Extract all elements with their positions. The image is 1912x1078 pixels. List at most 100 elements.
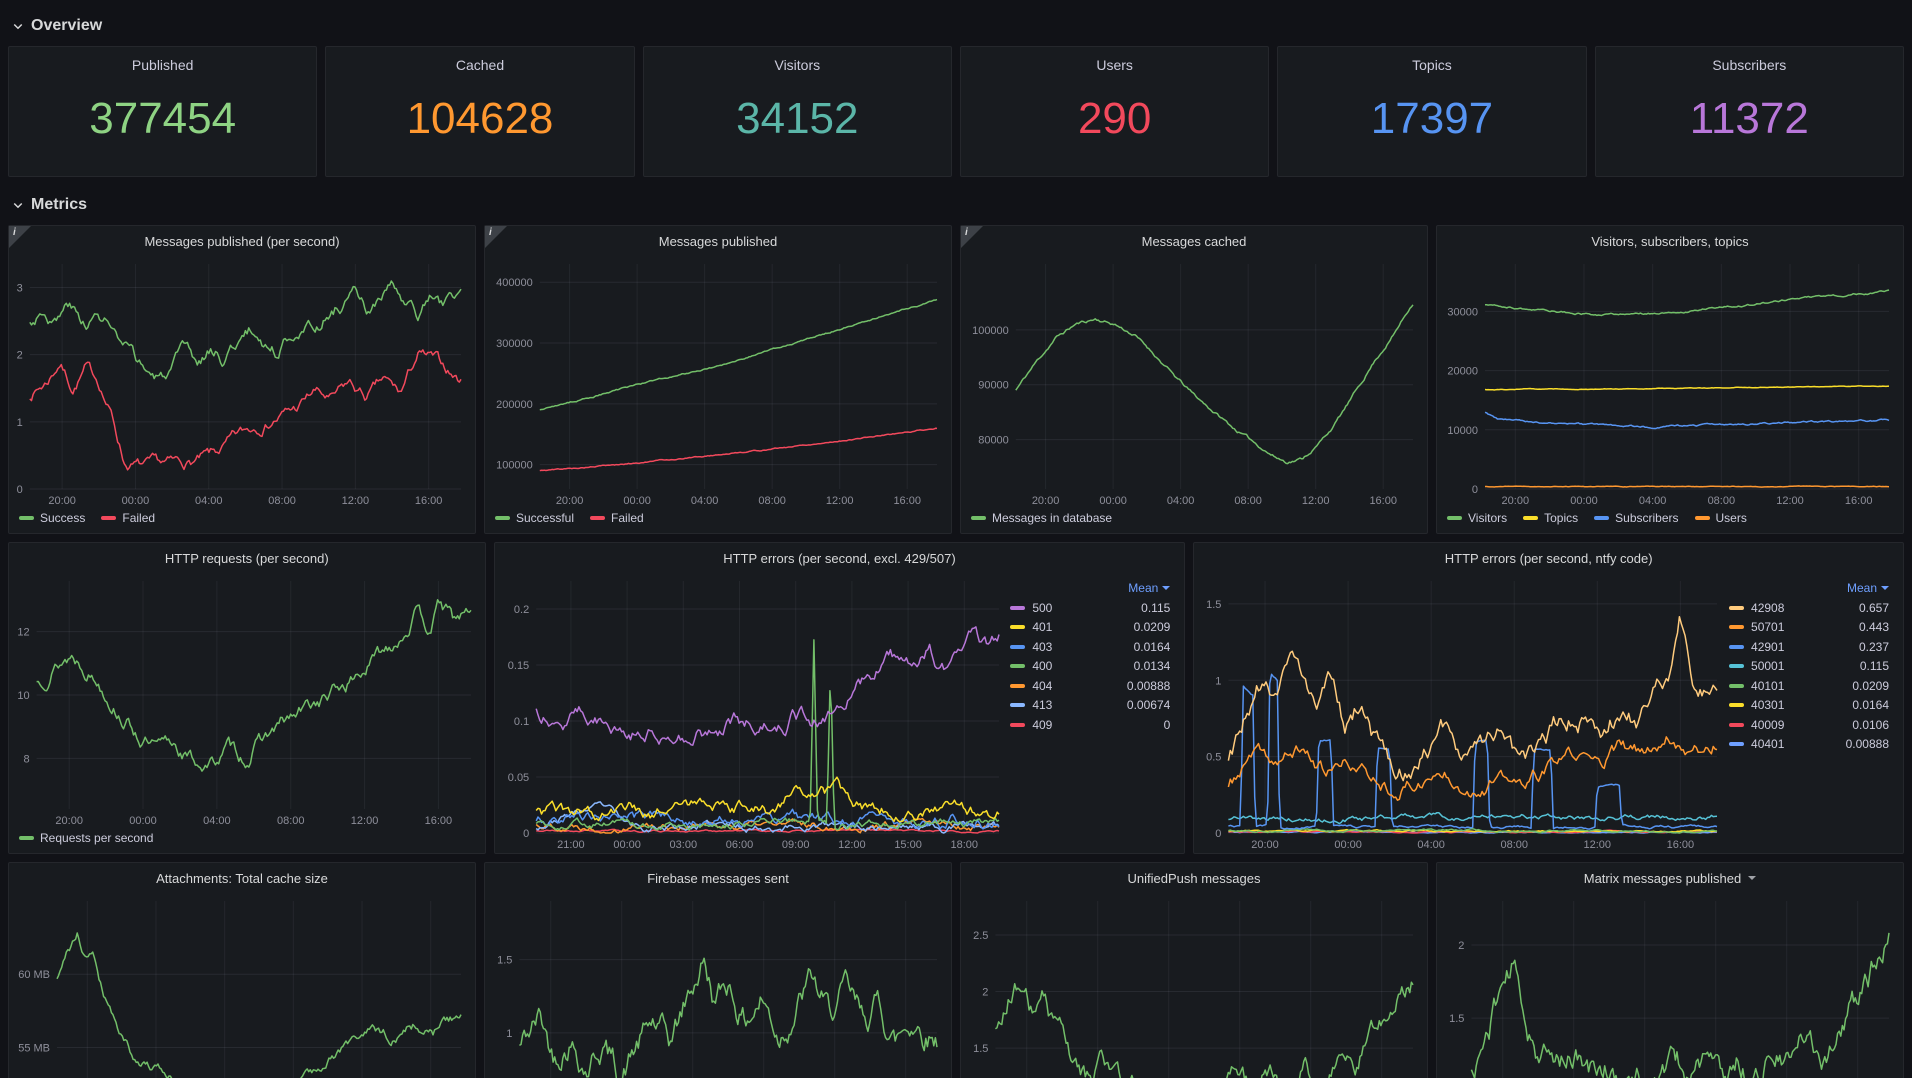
overview-stats-row: Published 377454 Cached 104628 Visitors … [8,46,1904,177]
legend-mean-value: 0.0209 [1852,678,1890,693]
legend-table-row[interactable]: 40101 0.0209 [1729,676,1889,696]
series-line-Matrix messages [1470,932,1890,1078]
panel-title[interactable]: Messages published (per second) [9,226,475,256]
series-line-Topics [1484,385,1890,391]
tick-label: 3 [17,283,23,295]
legend-item[interactable]: Success [19,511,85,525]
tick-label: 12:00 [1776,495,1804,507]
legend-swatch [1729,722,1745,727]
legend-swatch [1523,516,1539,520]
panel-title[interactable]: HTTP requests (per second) [9,543,485,573]
tick-label: 08:00 [1708,495,1736,507]
overview-section-label: Overview [31,17,103,34]
legend-table-row[interactable]: 409 0 [1010,715,1170,735]
chart-svg: 0 0.5 1 1.5 20:00 00:00 04:00 08:00 12:00 16:00 [1206,581,1718,851]
chart-panel: i Messages published (per second) 0 1 2 3 20… [8,225,476,534]
legend-item[interactable]: Visitors [1447,511,1507,525]
metrics-section-header[interactable]: Metrics [8,185,1904,225]
legend-table-row[interactable]: 413 0.00674 [1010,696,1170,716]
legend-swatch [1729,644,1745,649]
series-line-Failed [539,427,938,472]
legend-label: Failed [611,511,644,525]
series-line-Firebase messages [519,957,938,1078]
legend-label: 42908 [1751,600,1785,615]
legend-table-row[interactable]: 404 0.00888 [1010,676,1170,696]
stat-panel: Users 290 [959,46,1270,177]
legend-table-row[interactable]: 40301 0.0164 [1729,696,1889,716]
legend-table-row[interactable]: 401 0.0209 [1010,618,1170,638]
legend-label: 413 [1032,698,1053,713]
series-line-42901 [1228,673,1718,830]
legend-mean-header[interactable]: Mean [1729,577,1890,598]
panel-title-text: Firebase messages sent [647,870,789,886]
tick-label: 100000 [972,325,1009,337]
chart-svg: 80000 90000 100000 20:00 00:00 04:00 08:00 12:0… [972,264,1414,507]
legend-table-row[interactable]: 500 0.115 [1010,598,1170,618]
panel-title[interactable]: UnifiedPush messages [961,863,1427,893]
tick-label: 06:00 [725,839,753,851]
legend-item[interactable]: Messages in database [971,511,1112,525]
legend-mean-header[interactable]: Mean [1010,577,1171,598]
legend-swatch [1729,742,1745,747]
panel-title[interactable]: HTTP errors (per second, excl. 429/507) [495,543,1185,573]
series-line-Users [1485,485,1890,488]
tick-label: 12:00 [838,839,866,851]
panel-title[interactable]: Attachments: Total cache size [9,863,475,893]
stat-value: 104628 [406,93,554,143]
legend-table-row[interactable]: 400 0.0134 [1010,657,1170,677]
panel-title[interactable]: Messages published [485,226,951,256]
stat-panel: Published 377454 [8,46,318,177]
legend-label: 500 [1032,600,1053,615]
legend-table-row[interactable]: 40401 0.00888 [1729,735,1889,755]
legend-table-row[interactable]: 50001 0.115 [1729,657,1889,677]
series-line-40101 [1228,827,1718,834]
legend-item[interactable]: Requests per second [19,831,153,845]
series-line-Cache size [56,932,462,1078]
legend-mean-value: 0 [1163,717,1171,732]
panel-title[interactable]: Visitors, subscribers, topics [1437,226,1903,256]
chevron-down-icon [1162,585,1171,590]
series-line-409 [535,828,999,834]
overview-section-header[interactable]: Overview [8,6,1904,46]
tick-label: 12 [17,627,29,639]
stat-title: Published [131,57,194,73]
tick-label: 04:00 [1639,495,1667,507]
panel-info-icon[interactable]: i [9,226,31,248]
legend-swatch [1729,703,1745,708]
panel-info-icon[interactable]: i [961,226,983,248]
legend-mean-value: 0.0134 [1133,659,1171,674]
legend-item[interactable]: Failed [590,511,644,525]
legend-table-row[interactable]: 50701 0.443 [1729,618,1889,638]
legend-item[interactable]: Topics [1523,511,1578,525]
panel-title[interactable]: HTTP errors (per second, ntfy code) [1194,543,1903,573]
chart-canvas: 0 0.5 1 1.5 20:00 00:00 04:00 08:00 12:00 16:00 [1198,573,1727,853]
legend-item[interactable]: Failed [101,511,155,525]
panel-title[interactable]: Matrix messages published [1437,863,1903,893]
legend-table-row[interactable]: 40009 0.0106 [1729,715,1889,735]
chart-svg: 8 10 12 20:00 00:00 04:00 08:00 12:00 16:00 [17,581,472,827]
stat-panel: Topics 17397 [1277,46,1587,177]
legend-item[interactable]: Subscribers [1594,511,1679,525]
tick-label: 16:00 [1667,839,1695,851]
panel-title[interactable]: Firebase messages sent [485,863,951,893]
series-line-403 [535,808,1000,830]
series-line-401 [535,776,1000,823]
tick-label: 08:00 [1234,495,1262,507]
legend-swatch [101,516,117,520]
chart-panel: i HTTP errors (per second, ntfy code) 00… [1193,542,1905,854]
legend-table-row[interactable]: 42908 0.657 [1729,598,1889,618]
tick-label: 1 [506,1028,512,1040]
panel-title[interactable]: Messages cached [961,226,1427,256]
panel-title-text: Visitors, subscribers, topics [1591,233,1749,249]
legend-item[interactable]: Users [1694,511,1747,525]
panel-info-icon[interactable]: i [485,226,507,248]
legend-table-row[interactable]: 403 0.0164 [1010,637,1170,657]
legend-item[interactable]: Successful [495,511,574,525]
legend-table-row[interactable]: 42901 0.237 [1729,637,1889,657]
charts-row-1: i Messages published (per second) 0 1 2 3 20… [8,225,1904,534]
tick-label: 04:00 [691,495,719,507]
series-line-500 [535,626,1000,746]
metrics-section-label: Metrics [31,196,88,213]
